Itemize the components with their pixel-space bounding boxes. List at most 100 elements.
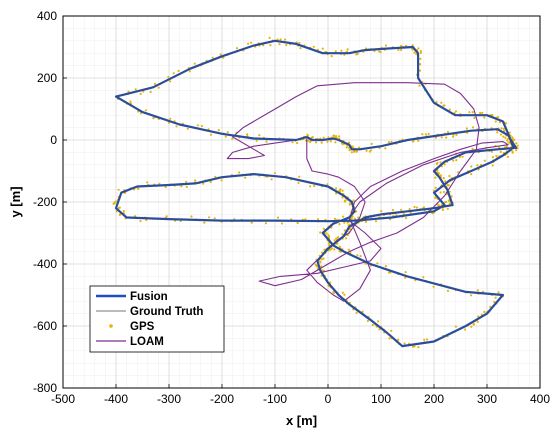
gps-point: [169, 117, 172, 120]
gps-point: [200, 124, 203, 128]
gps-point: [442, 177, 445, 180]
gps-point: [427, 132, 430, 135]
gps-point: [452, 135, 455, 138]
gps-point: [334, 135, 337, 139]
gps-point: [369, 149, 373, 152]
gps-point: [411, 140, 414, 143]
gps-point: [190, 215, 193, 218]
gps-point: [118, 206, 121, 209]
gps-point: [134, 88, 137, 91]
gps-point: [224, 135, 227, 138]
gps-point: [413, 205, 416, 209]
gps-point: [441, 208, 444, 211]
gps-point: [235, 47, 239, 50]
gps-point: [322, 136, 325, 139]
gps-point: [281, 222, 284, 225]
gps-point: [333, 239, 336, 242]
gps-point: [238, 171, 241, 174]
gps-point: [458, 155, 462, 159]
legend-label: Fusion: [130, 291, 168, 303]
gps-point: [285, 43, 288, 47]
gps-point: [479, 111, 482, 115]
gps-point: [365, 149, 368, 152]
gps-point: [502, 127, 505, 130]
gps-point: [434, 136, 437, 139]
gps-point: [185, 185, 188, 188]
gps-point: [515, 142, 518, 145]
gps-point: [270, 178, 273, 181]
gps-point: [511, 136, 514, 139]
gps-point: [481, 111, 484, 114]
gps-point: [397, 48, 400, 52]
gps-point: [341, 189, 344, 192]
series-ground-truth-line: [115, 40, 517, 347]
gps-point: [144, 109, 147, 112]
gps-point: [404, 217, 408, 220]
gps-point: [220, 179, 223, 182]
gps-point: [350, 151, 353, 154]
gps-point: [169, 80, 172, 83]
gps-point: [404, 276, 407, 279]
series-loam-line: [226, 82, 509, 302]
gps-point: [177, 69, 180, 72]
gps-point: [471, 126, 475, 129]
gps-point: [390, 329, 393, 332]
gps-point: [499, 133, 502, 136]
gps-point: [202, 182, 205, 185]
gps-point: [390, 140, 393, 143]
gps-point: [264, 222, 268, 225]
gps-point: [502, 135, 505, 138]
y-tick-label: -800: [33, 381, 57, 395]
gps-point: [515, 149, 518, 152]
gps-point: [273, 172, 276, 175]
gps-point: [418, 69, 422, 72]
gps-point: [157, 86, 160, 89]
gps-point: [417, 346, 420, 349]
gps-point: [153, 82, 157, 85]
gps-point: [334, 50, 337, 53]
gps-point: [436, 169, 439, 172]
gps-point: [344, 237, 348, 240]
gps-point: [439, 174, 442, 177]
gps-point: [490, 150, 493, 153]
x-tick-label: -400: [104, 392, 128, 406]
gps-point: [307, 139, 310, 142]
gps-point: [250, 221, 253, 224]
gps-point: [325, 232, 328, 235]
gps-point: [231, 137, 234, 140]
gps-point: [400, 208, 403, 211]
gps-point: [491, 164, 494, 167]
gps-point: [279, 38, 282, 41]
gps-point: [471, 147, 474, 150]
gps-point: [411, 44, 414, 47]
gps-point: [345, 146, 348, 149]
gps-point: [465, 127, 468, 130]
gps-point: [164, 186, 167, 189]
y-tick-label: 0: [50, 133, 57, 147]
gps-point: [400, 48, 403, 52]
gps-point: [384, 265, 387, 268]
gps-point: [516, 144, 519, 147]
gps-point: [309, 140, 312, 144]
gps-point: [494, 296, 497, 299]
gps-point: [504, 136, 507, 139]
gps-point: [437, 172, 440, 175]
x-tick-label: 400: [530, 392, 550, 406]
gps-point: [112, 202, 115, 205]
gps-point: [506, 139, 509, 142]
gps-point: [341, 233, 344, 236]
gps-point: [338, 245, 341, 248]
gps-point: [417, 47, 420, 50]
gps-point: [442, 190, 445, 194]
gps-point: [411, 48, 414, 51]
gps-point: [356, 254, 359, 257]
gps-point: [329, 140, 332, 143]
gps-point: [370, 142, 373, 145]
gps-point: [380, 210, 383, 213]
gps-point: [341, 291, 344, 294]
x-tick-labels: -500 -400 -300 -200 -100 0 100 200 300 400: [51, 384, 550, 406]
gps-point: [364, 220, 368, 223]
gps-point: [332, 134, 335, 137]
gps-point: [423, 338, 426, 341]
gps-point: [127, 90, 130, 93]
